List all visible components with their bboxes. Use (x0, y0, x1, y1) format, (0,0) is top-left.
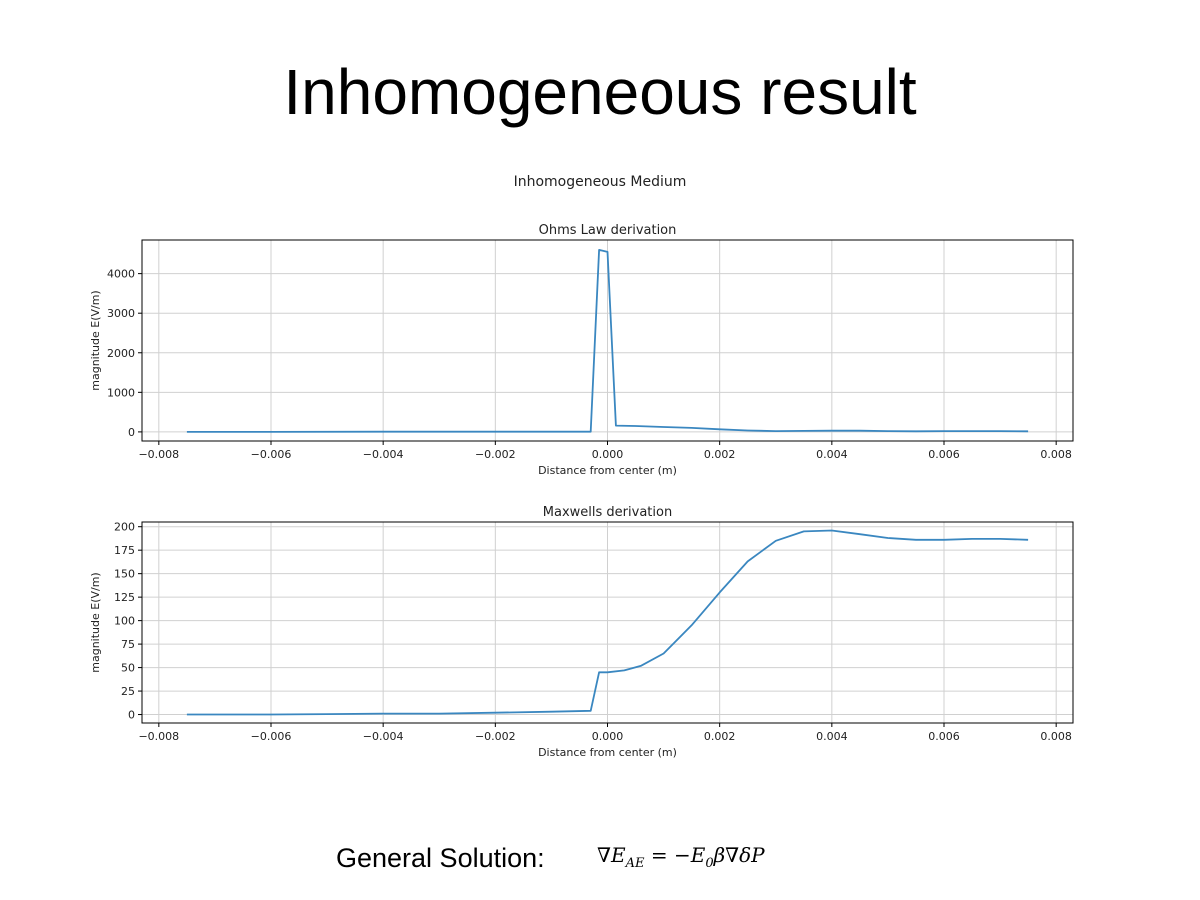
chart-title: Maxwells derivation (543, 505, 672, 520)
chart-panel-1 (138, 239, 1074, 445)
y-tick-label: 100 (114, 615, 135, 628)
x-tick-label: 0.000 (592, 730, 624, 743)
x-tick-label: 0.006 (928, 730, 960, 743)
y-tick-label: 1000 (107, 386, 135, 399)
series-line (186, 529, 1029, 716)
y-tick-label: 50 (121, 662, 135, 675)
x-tick-label: −0.006 (251, 448, 292, 461)
y-tick-label: 0 (128, 709, 135, 722)
x-tick-label: −0.006 (251, 730, 292, 743)
general-solution-formula: ∇EAE = −E0β∇δP (597, 843, 765, 871)
y-tick-label: 150 (114, 568, 135, 581)
formula-text: ∇EAE = −E0β∇δP (597, 843, 765, 871)
x-tick-label: 0.008 (1040, 730, 1072, 743)
y-axis-label: magnitude E(V/m) (89, 290, 102, 390)
x-tick-label: 0.006 (928, 448, 960, 461)
y-tick-label: 200 (114, 521, 135, 534)
x-tick-label: −0.008 (138, 448, 179, 461)
x-tick-label: 0.002 (704, 448, 736, 461)
x-tick-label: 0.002 (704, 730, 736, 743)
y-axis-label: magnitude E(V/m) (89, 572, 102, 672)
x-axis-label: Distance from center (m) (538, 746, 677, 759)
x-tick-label: −0.002 (475, 730, 516, 743)
x-tick-label: −0.002 (475, 448, 516, 461)
chart-title: Ohms Law derivation (539, 223, 677, 238)
y-tick-label: 175 (114, 544, 135, 557)
y-tick-label: 2000 (107, 347, 135, 360)
y-tick-label: 125 (114, 591, 135, 604)
slide-title: Inhomogeneous result (283, 56, 917, 128)
x-tick-label: −0.004 (363, 448, 404, 461)
figure-title: Inhomogeneous Medium (513, 174, 687, 190)
series-line (186, 248, 1029, 433)
x-tick-label: −0.008 (138, 730, 179, 743)
y-tick-label: 0 (128, 426, 135, 439)
x-tick-label: 0.004 (816, 730, 848, 743)
x-tick-label: 0.008 (1040, 448, 1072, 461)
x-axis-label: Distance from center (m) (538, 464, 677, 477)
y-tick-label: 75 (121, 638, 135, 651)
y-tick-label: 3000 (107, 307, 135, 320)
x-tick-label: −0.004 (363, 730, 404, 743)
x-tick-label: 0.000 (592, 448, 624, 461)
y-tick-label: 4000 (107, 268, 135, 281)
general-solution-label: General Solution: (336, 843, 545, 873)
chart-panel-2 (138, 521, 1074, 727)
y-tick-label: 25 (121, 685, 135, 698)
x-tick-label: 0.004 (816, 448, 848, 461)
